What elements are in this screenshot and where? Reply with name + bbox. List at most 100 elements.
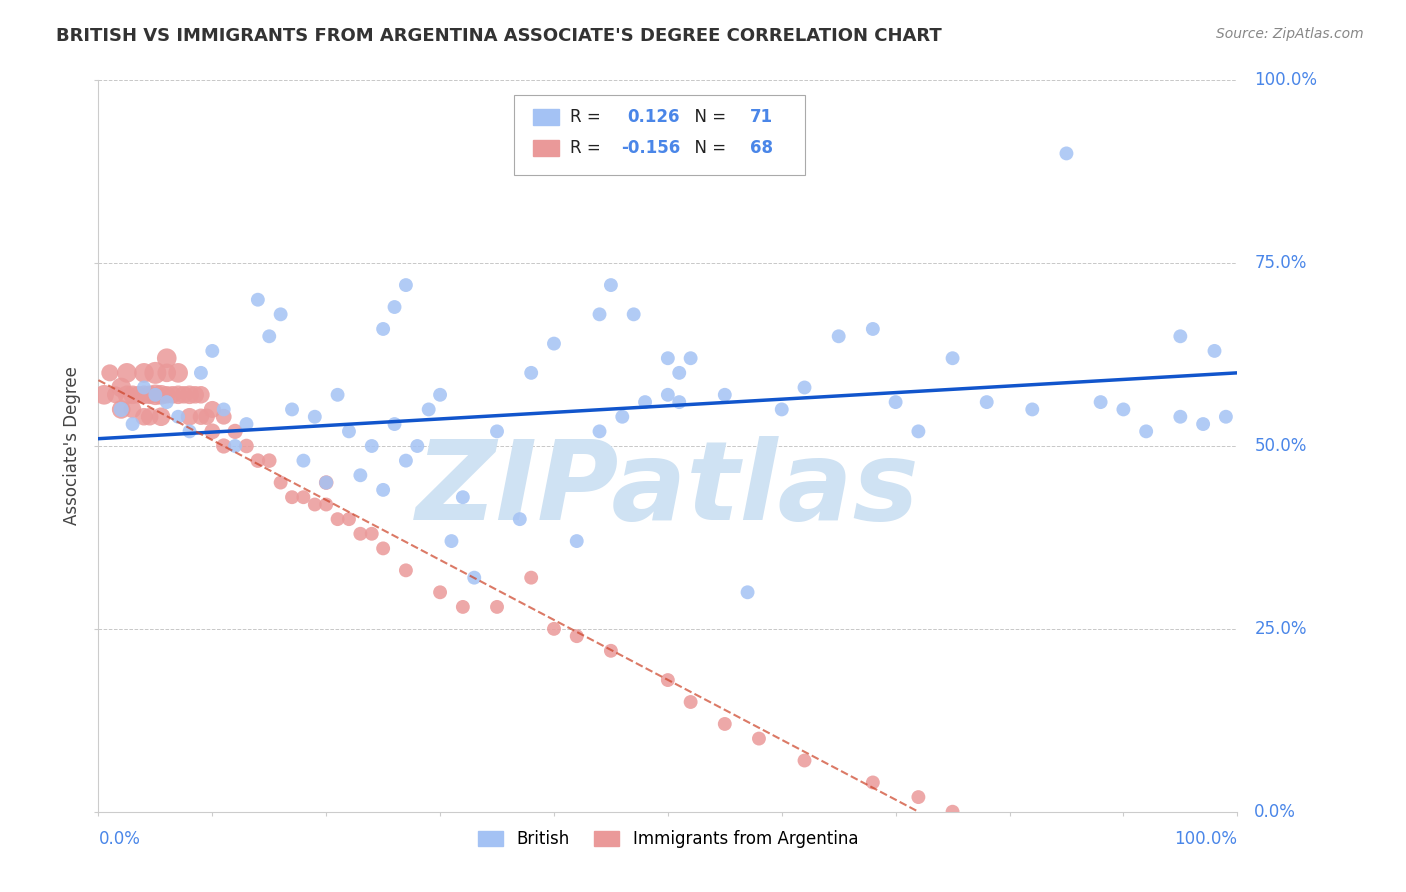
Point [395, 278, 418, 293]
Point [259, 329, 281, 343]
Point [862, 322, 884, 336]
Point [121, 388, 143, 402]
Point [184, 388, 207, 402]
Point [212, 402, 235, 417]
Point [520, 366, 543, 380]
Text: N =: N = [683, 139, 731, 157]
Point [110, 402, 132, 417]
Point [1170, 329, 1192, 343]
Point [1112, 402, 1135, 417]
Point [162, 388, 184, 402]
Point [1170, 409, 1192, 424]
Point [281, 490, 304, 504]
Point [360, 526, 382, 541]
Point [395, 563, 418, 577]
Point [138, 409, 160, 424]
Point [156, 351, 179, 366]
Point [156, 366, 179, 380]
Point [976, 819, 998, 833]
Point [429, 585, 451, 599]
Bar [533, 109, 558, 125]
Point [104, 388, 127, 402]
Point [337, 425, 360, 439]
Point [600, 644, 623, 658]
Text: N =: N = [683, 108, 731, 126]
Point [167, 366, 190, 380]
Point [451, 490, 474, 504]
Point [190, 388, 212, 402]
Point [145, 388, 167, 402]
Point [1192, 417, 1215, 431]
Point [623, 307, 645, 321]
Point [588, 425, 610, 439]
Point [190, 366, 212, 380]
Point [110, 380, 132, 394]
Point [1135, 425, 1157, 439]
Point [668, 366, 690, 380]
Point [224, 425, 246, 439]
Point [714, 388, 737, 402]
Point [349, 526, 371, 541]
Point [657, 351, 679, 366]
Point [1054, 146, 1078, 161]
Point [93, 388, 115, 402]
Point [657, 673, 679, 687]
Text: BRITISH VS IMMIGRANTS FROM ARGENTINA ASSOCIATE'S DEGREE CORRELATION CHART: BRITISH VS IMMIGRANTS FROM ARGENTINA ASS… [56, 27, 942, 45]
Point [246, 453, 269, 467]
Point [451, 599, 474, 614]
Point [110, 402, 132, 417]
Y-axis label: Associate's Degree: Associate's Degree [63, 367, 82, 525]
Point [406, 439, 429, 453]
Point [270, 307, 292, 321]
Point [679, 351, 702, 366]
Point [657, 388, 679, 402]
Point [304, 498, 326, 512]
Text: R =: R = [569, 108, 612, 126]
Point [714, 717, 737, 731]
Point [1204, 343, 1226, 358]
Point [907, 425, 929, 439]
Point [145, 388, 167, 402]
Point [679, 695, 702, 709]
Text: 75.0%: 75.0% [1254, 254, 1306, 272]
Text: 0.126: 0.126 [627, 108, 679, 126]
Point [1021, 402, 1043, 417]
Text: 0.0%: 0.0% [1254, 803, 1296, 821]
Point [173, 388, 195, 402]
Point [179, 388, 201, 402]
Point [224, 439, 246, 453]
Point [565, 629, 588, 643]
Point [132, 366, 155, 380]
Point [132, 380, 155, 394]
Point [259, 453, 281, 467]
Text: R =: R = [569, 139, 606, 157]
Point [132, 388, 155, 402]
Point [862, 775, 884, 789]
Point [486, 425, 509, 439]
Point [337, 512, 360, 526]
Text: ZIPatlas: ZIPatlas [416, 436, 920, 543]
Point [212, 409, 235, 424]
Point [486, 599, 509, 614]
Point [440, 534, 463, 549]
Point [565, 534, 588, 549]
Point [612, 409, 634, 424]
Point [235, 439, 257, 453]
Point [543, 622, 565, 636]
Text: 50.0%: 50.0% [1254, 437, 1306, 455]
Point [304, 409, 326, 424]
Point [942, 351, 965, 366]
Point [770, 402, 793, 417]
Point [828, 329, 851, 343]
Point [281, 402, 304, 417]
Point [588, 307, 610, 321]
Point [395, 453, 418, 467]
Point [156, 395, 179, 409]
Point [360, 439, 382, 453]
Point [884, 395, 907, 409]
Point [201, 425, 224, 439]
Text: 100.0%: 100.0% [1174, 830, 1237, 848]
Point [212, 439, 235, 453]
Point [634, 395, 657, 409]
Point [292, 453, 315, 467]
